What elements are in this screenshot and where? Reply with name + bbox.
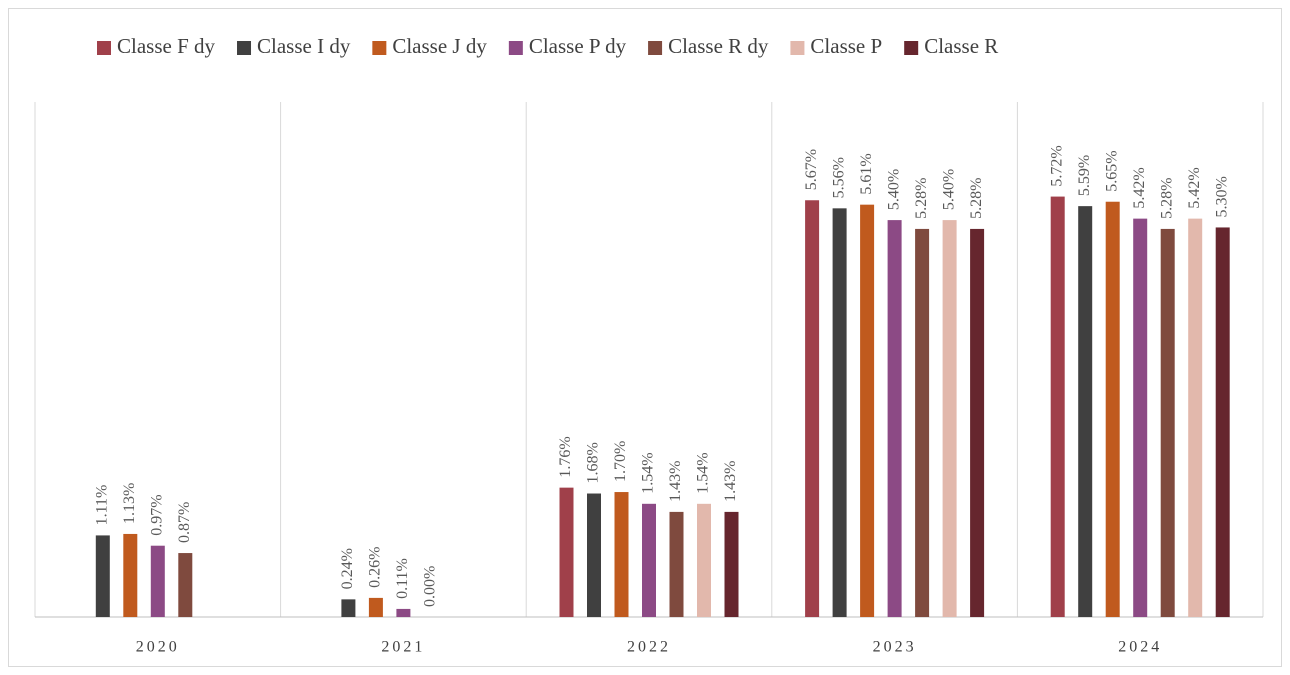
data-label: 5.61% (858, 153, 875, 194)
data-label: 5.28% (968, 178, 985, 219)
data-label: 0.26% (367, 547, 384, 588)
bar (396, 608, 411, 617)
chart-border (8, 8, 1282, 667)
data-label: 0.97% (148, 494, 165, 535)
data-label: 5.28% (913, 178, 930, 219)
bar (587, 493, 601, 617)
bar (697, 503, 711, 617)
legend-label: Classe F dy (117, 34, 216, 58)
data-label: 5.42% (1131, 167, 1148, 208)
bar (832, 208, 847, 617)
bar (1215, 227, 1230, 617)
data-label: 5.67% (803, 149, 820, 190)
data-label: 1.43% (722, 461, 739, 502)
data-label: 1.11% (93, 485, 110, 526)
legend-swatch (508, 41, 523, 55)
bar (368, 597, 383, 617)
data-label: 1.76% (557, 436, 574, 477)
data-label: 5.72% (1048, 145, 1065, 186)
data-label: 1.68% (585, 442, 602, 483)
bar (559, 487, 574, 617)
x-tick-label: 2024 (1118, 639, 1162, 656)
data-label: 1.54% (640, 452, 657, 493)
data-label: 0.11% (394, 558, 411, 599)
bar (669, 511, 684, 617)
bar (123, 533, 138, 617)
x-tick-label: 2021 (381, 639, 425, 656)
data-label: 5.56% (830, 157, 847, 198)
bar (887, 220, 902, 617)
legend-swatch (372, 41, 387, 55)
x-tick-label: 2022 (627, 639, 671, 656)
data-label: 5.40% (940, 169, 957, 210)
data-label: 1.54% (695, 452, 712, 493)
bar (942, 220, 957, 617)
bar (642, 503, 656, 617)
legend-label: Classe P (810, 34, 882, 58)
bar (1133, 218, 1148, 617)
bar (1050, 196, 1065, 617)
data-label: 1.70% (612, 441, 629, 482)
bar (915, 228, 930, 618)
legend-label: Classe R dy (668, 34, 769, 58)
x-tick-label: 2023 (873, 639, 917, 656)
legend-swatch (904, 41, 919, 55)
data-label: 0.24% (339, 548, 356, 589)
data-label: 5.28% (1158, 178, 1175, 219)
legend-label: Classe J dy (392, 34, 487, 58)
bar (178, 553, 193, 617)
bar (95, 535, 110, 617)
data-label: 1.43% (667, 461, 684, 502)
bar (860, 204, 875, 618)
data-label: 5.42% (1186, 167, 1203, 208)
legend-label: Classe I dy (257, 34, 351, 58)
legend-swatch (790, 41, 805, 55)
bar (1188, 218, 1203, 617)
data-label: 5.65% (1103, 150, 1120, 191)
legend-swatch (648, 41, 663, 55)
bar (150, 545, 165, 617)
data-label: 0.00% (422, 566, 439, 607)
data-label: 0.87% (176, 502, 193, 543)
bar (970, 228, 985, 618)
legend-swatch (97, 41, 111, 55)
legend-swatch (237, 41, 252, 55)
bar (341, 599, 356, 617)
bar (1105, 201, 1120, 617)
legend-label: Classe R (924, 34, 998, 58)
x-tick-label: 2020 (136, 639, 180, 656)
data-label: 5.40% (885, 169, 902, 210)
data-label: 1.13% (121, 483, 138, 524)
bar (1078, 206, 1093, 617)
bar (1160, 228, 1175, 618)
legend-label: Classe P dy (529, 34, 627, 58)
data-label: 5.30% (1213, 176, 1230, 217)
data-label: 5.59% (1076, 155, 1093, 196)
bar (724, 511, 739, 617)
bar (614, 492, 629, 617)
bar (805, 200, 820, 617)
